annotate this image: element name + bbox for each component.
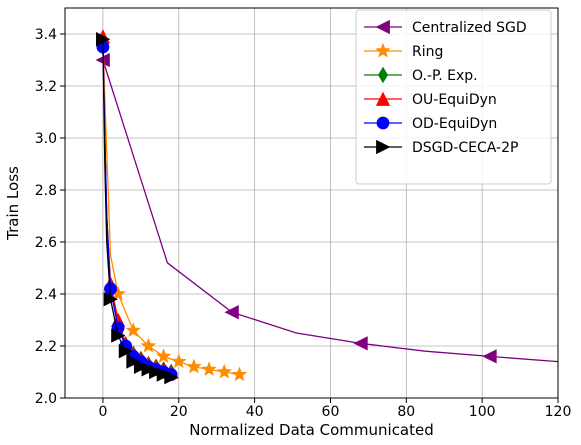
data-point xyxy=(111,328,126,343)
legend: Centralized SGD Ring O.-P. Exp. OU-EquiDyn O… xyxy=(355,9,552,185)
legend-entry: OD-EquiDyn xyxy=(364,116,497,132)
legend-label: OU-EquiDyn xyxy=(412,92,497,108)
data-point xyxy=(186,358,202,374)
data-point xyxy=(103,292,118,307)
legend-box xyxy=(355,9,552,185)
data-point xyxy=(482,349,497,364)
y-tick-label: 3.4 xyxy=(35,27,57,43)
legend-label: Centralized SGD xyxy=(412,20,527,36)
legend-entry: O.-P. Exp. xyxy=(364,66,478,84)
data-point xyxy=(171,353,187,369)
x-tick-label: 100 xyxy=(469,404,496,420)
data-point xyxy=(125,322,141,337)
legend-marker xyxy=(375,19,390,35)
x-tick-label: 60 xyxy=(322,404,340,420)
data-point xyxy=(140,337,157,353)
data-point xyxy=(156,367,171,382)
y-tick-label: 3.2 xyxy=(35,79,57,95)
legend-entry: Ring xyxy=(364,42,443,60)
data-point xyxy=(155,348,172,363)
x-tick-label: 80 xyxy=(397,404,415,420)
legend-label: DSGD-CECA-2P xyxy=(412,140,518,156)
data-point xyxy=(216,363,232,379)
data-point xyxy=(126,354,141,369)
legend-entry: Centralized SGD xyxy=(364,19,527,36)
legend-marker xyxy=(376,116,390,130)
data-point xyxy=(118,344,134,359)
legend-marker xyxy=(376,139,391,155)
data-point xyxy=(141,362,156,377)
series-5 xyxy=(96,32,179,385)
legend-label: Ring xyxy=(412,44,443,60)
legend-marker xyxy=(375,42,391,58)
data-point xyxy=(353,336,368,351)
series-0 xyxy=(95,52,559,364)
y-tick-label: 2.0 xyxy=(35,391,57,407)
legend-marker xyxy=(378,66,388,84)
axis-ticks: 0 20 40 60 80 100 120 2.0 2.2 2.4 2.6 2.8 3.0 3.2 3.4 xyxy=(35,27,572,420)
x-tick-label: 20 xyxy=(170,404,188,420)
legend-marker xyxy=(375,91,391,106)
y-axis-label: Train Loss xyxy=(4,166,22,241)
data-point xyxy=(224,305,239,320)
data-point xyxy=(164,370,179,385)
data-point xyxy=(149,364,164,380)
x-tick-label: 40 xyxy=(246,404,264,420)
y-tick-label: 2.4 xyxy=(35,287,57,303)
x-axis-label: Normalized Data Communicated xyxy=(189,421,434,439)
legend-label: OD-EquiDyn xyxy=(412,116,497,132)
data-point xyxy=(231,366,248,382)
plot-frame xyxy=(64,7,559,399)
data-point xyxy=(96,32,111,47)
y-tick-label: 2.2 xyxy=(35,339,57,355)
legend-entry: OU-EquiDyn xyxy=(364,91,497,108)
y-tick-label: 2.8 xyxy=(35,183,57,199)
series-group xyxy=(95,29,559,385)
y-tick-label: 2.6 xyxy=(35,235,57,251)
data-point xyxy=(201,361,217,376)
x-tick-label: 120 xyxy=(545,404,572,420)
x-tick-label: 0 xyxy=(98,404,107,420)
legend-entry: DSGD-CECA-2P xyxy=(364,139,518,156)
legend-label: O.-P. Exp. xyxy=(412,68,478,84)
data-point xyxy=(133,359,149,374)
y-tick-label: 3.0 xyxy=(35,131,57,147)
series-line xyxy=(102,59,559,363)
series-line xyxy=(102,36,172,373)
